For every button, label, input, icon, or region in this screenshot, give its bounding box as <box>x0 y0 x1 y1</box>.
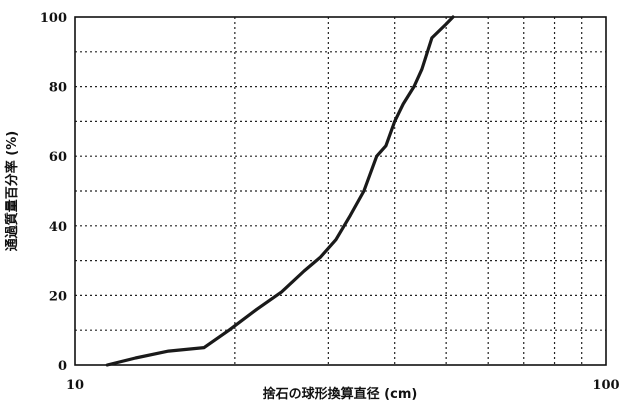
grid <box>75 17 606 365</box>
plot-frame <box>74 16 607 366</box>
y-tick-label: 40 <box>49 220 67 235</box>
y-tick-label: 80 <box>49 81 67 96</box>
series-group <box>105 15 455 367</box>
x-axis-title: 捨石の球形換算直径 (cm) <box>263 386 418 402</box>
y-tick-label: 20 <box>49 289 67 304</box>
y-tick-label: 0 <box>58 359 67 374</box>
x-tick-label: 100 <box>592 378 619 393</box>
y-tick-label: 100 <box>40 11 67 26</box>
x-tick-labels: 10 100 <box>66 378 620 393</box>
y-axis-title: 通過質量百分率 (%) <box>4 131 20 251</box>
series-line <box>105 15 455 367</box>
x-tick-label: 10 <box>66 378 84 393</box>
y-tick-label: 60 <box>49 150 67 165</box>
y-tick-labels: 0 20 40 60 80 100 <box>40 11 67 374</box>
